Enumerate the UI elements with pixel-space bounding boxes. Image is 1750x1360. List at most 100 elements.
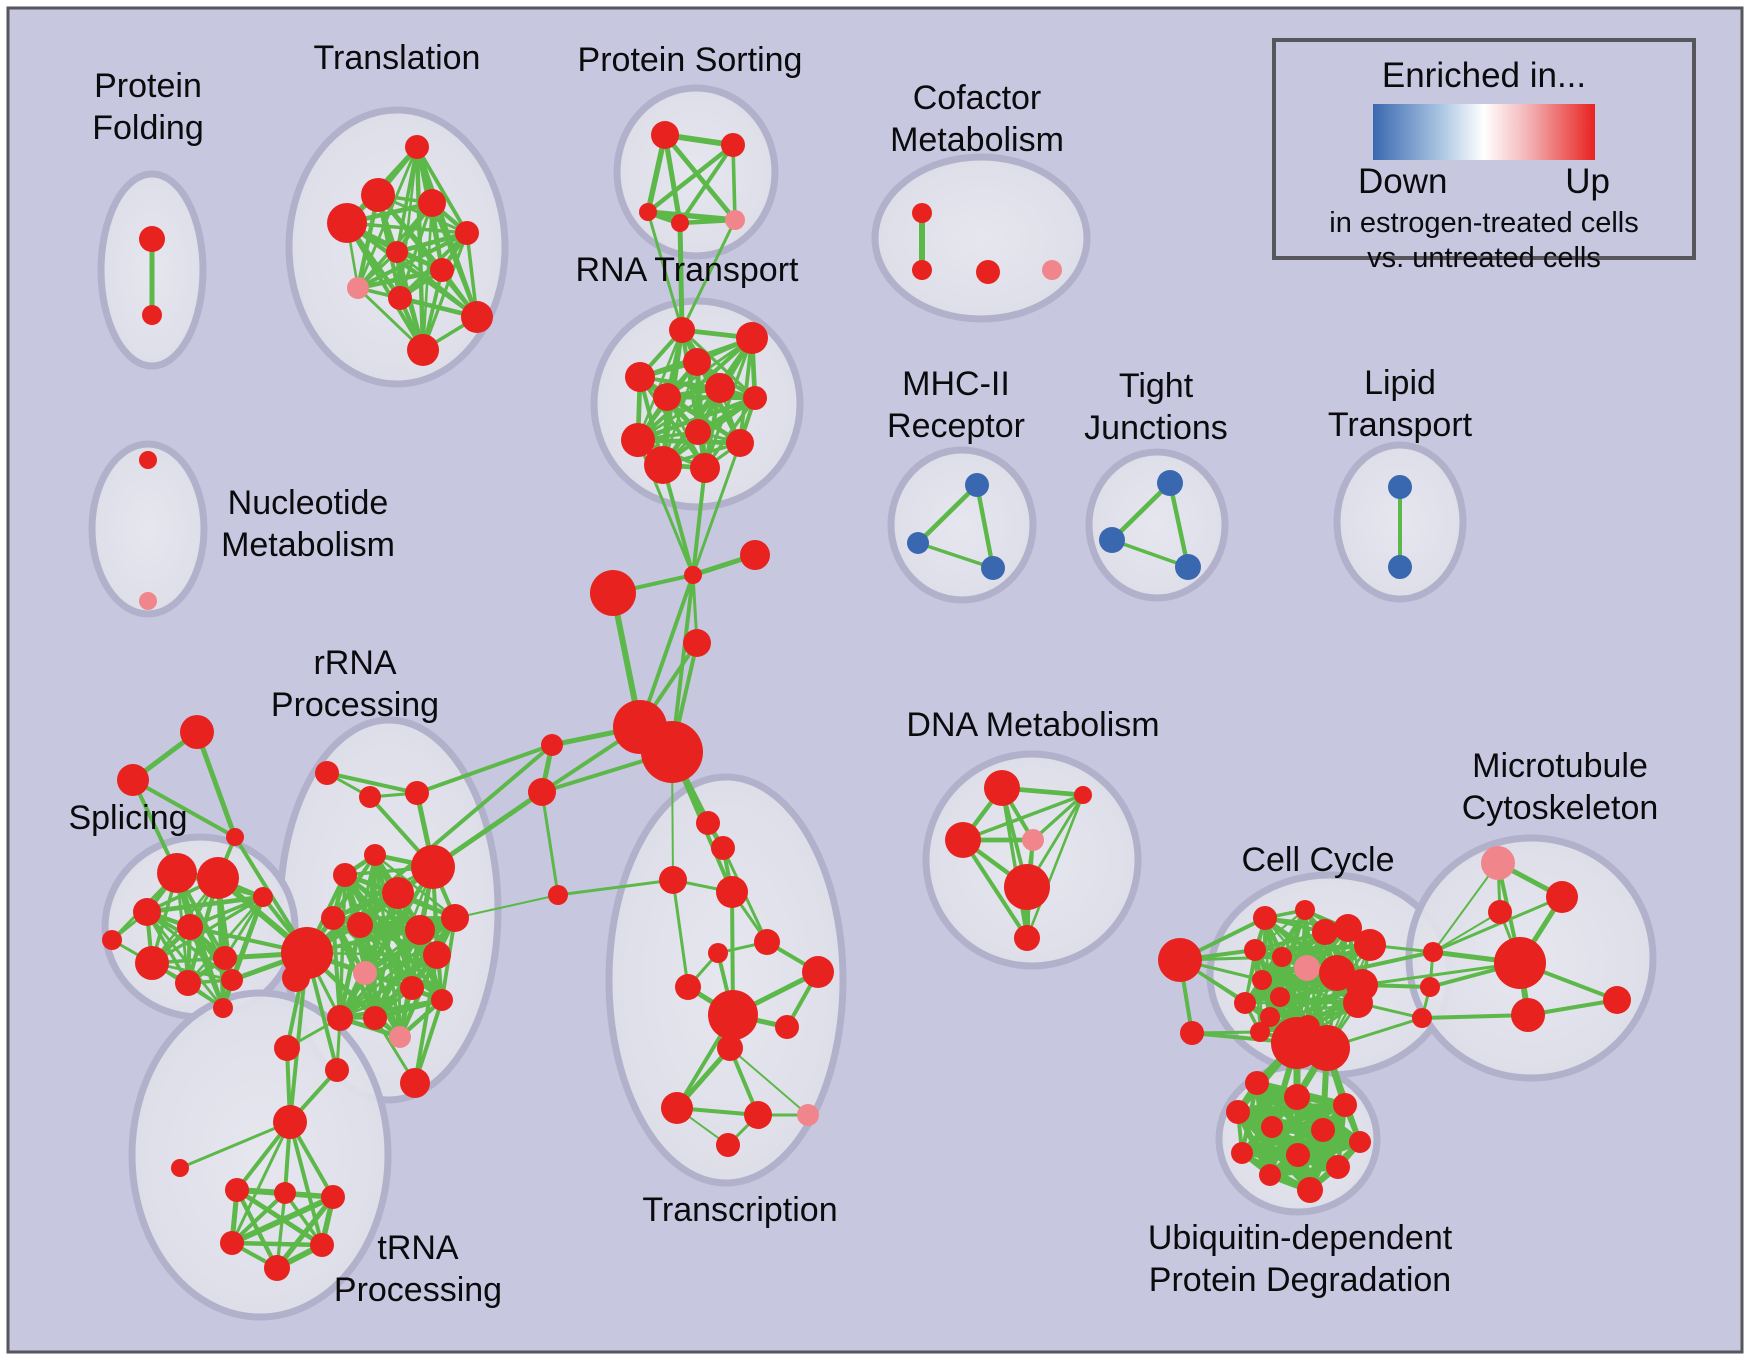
network-node-cc9[interactable] bbox=[1252, 970, 1272, 990]
network-node-tj1[interactable] bbox=[1157, 470, 1183, 496]
network-node-rr6[interactable] bbox=[333, 863, 357, 887]
network-node-ub6[interactable] bbox=[1311, 1118, 1335, 1142]
network-node-rr5[interactable] bbox=[411, 845, 455, 889]
network-node-cc2[interactable] bbox=[1295, 900, 1315, 920]
network-node-dm5[interactable] bbox=[1004, 864, 1050, 910]
network-node-sp4[interactable] bbox=[253, 887, 273, 907]
network-node-mt5[interactable] bbox=[1603, 986, 1631, 1014]
network-node-t4[interactable] bbox=[327, 203, 367, 243]
network-node-mt4[interactable] bbox=[1511, 998, 1545, 1032]
network-node-tx13[interactable] bbox=[661, 1092, 693, 1124]
network-node-rt5[interactable] bbox=[653, 383, 681, 411]
network-node-cf1[interactable] bbox=[912, 203, 932, 223]
network-node-sp11[interactable] bbox=[213, 998, 233, 1018]
network-node-rt8[interactable] bbox=[685, 419, 711, 445]
network-node-tx16[interactable] bbox=[716, 1133, 740, 1157]
network-node-cf3[interactable] bbox=[976, 260, 1000, 284]
network-node-fa[interactable] bbox=[180, 715, 214, 749]
network-node-cc3[interactable] bbox=[1312, 919, 1338, 945]
network-node-hx1[interactable] bbox=[225, 1178, 249, 1202]
network-node-tx6[interactable] bbox=[754, 929, 780, 955]
network-node-dm2[interactable] bbox=[1074, 786, 1092, 804]
network-node-rt4[interactable] bbox=[625, 362, 655, 392]
network-node-t7[interactable] bbox=[430, 258, 454, 282]
network-node-rr14[interactable] bbox=[431, 989, 453, 1011]
network-node-cc14[interactable] bbox=[1260, 1007, 1280, 1027]
network-node-rr17[interactable] bbox=[274, 1035, 300, 1061]
network-node-ub12[interactable] bbox=[1297, 1177, 1323, 1203]
network-node-th2[interactable] bbox=[171, 1159, 189, 1177]
network-node-ub11[interactable] bbox=[1259, 1164, 1281, 1186]
network-node-t3[interactable] bbox=[418, 189, 446, 217]
network-node-tx8[interactable] bbox=[675, 974, 701, 1000]
network-node-rr2[interactable] bbox=[359, 786, 381, 808]
network-node-ps1[interactable] bbox=[651, 121, 679, 149]
network-node-t2[interactable] bbox=[361, 178, 395, 212]
network-node-ub9[interactable] bbox=[1286, 1143, 1310, 1167]
network-node-rr7[interactable] bbox=[382, 877, 414, 909]
network-node-rr12[interactable] bbox=[423, 941, 451, 969]
network-node-mh2[interactable] bbox=[907, 532, 929, 554]
network-node-nu2[interactable] bbox=[139, 592, 157, 610]
network-node-cc17[interactable] bbox=[1250, 1022, 1270, 1042]
network-node-rt10[interactable] bbox=[726, 429, 754, 457]
network-node-cf4[interactable] bbox=[1042, 260, 1062, 280]
network-node-cc7[interactable] bbox=[1294, 955, 1320, 981]
network-node-sp6[interactable] bbox=[135, 946, 169, 980]
network-node-rt6[interactable] bbox=[705, 373, 735, 403]
network-node-mt3[interactable] bbox=[1488, 900, 1512, 924]
network-node-ub2[interactable] bbox=[1284, 1084, 1310, 1110]
network-node-t11[interactable] bbox=[407, 334, 439, 366]
network-node-tx1[interactable] bbox=[696, 811, 720, 835]
network-node-tx3[interactable] bbox=[659, 866, 687, 894]
network-node-t9[interactable] bbox=[388, 286, 412, 310]
network-node-cc11[interactable] bbox=[1319, 955, 1355, 991]
network-node-mt1[interactable] bbox=[1481, 846, 1515, 880]
network-node-dm6[interactable] bbox=[1014, 925, 1040, 951]
network-node-hx2[interactable] bbox=[274, 1182, 296, 1204]
network-node-ub4[interactable] bbox=[1226, 1100, 1250, 1124]
network-node-rt7[interactable] bbox=[743, 386, 767, 410]
network-node-th1[interactable] bbox=[273, 1105, 307, 1139]
network-node-hx5[interactable] bbox=[310, 1233, 334, 1257]
network-node-ub3[interactable] bbox=[1333, 1093, 1357, 1117]
network-node-t1[interactable] bbox=[405, 135, 429, 159]
network-node-tj2[interactable] bbox=[1099, 527, 1125, 553]
network-node-ch6[interactable] bbox=[641, 721, 703, 783]
network-node-rr3[interactable] bbox=[405, 781, 429, 805]
network-node-mt2[interactable] bbox=[1546, 881, 1578, 913]
network-node-ch3[interactable] bbox=[590, 570, 636, 616]
network-node-sp5[interactable] bbox=[177, 914, 203, 940]
network-node-ub8[interactable] bbox=[1231, 1142, 1253, 1164]
network-node-t6[interactable] bbox=[386, 241, 408, 263]
network-node-sp1[interactable] bbox=[157, 853, 197, 893]
network-node-cc12[interactable] bbox=[1234, 992, 1256, 1014]
network-node-cc4[interactable] bbox=[1334, 914, 1362, 942]
network-node-ch8[interactable] bbox=[528, 778, 556, 806]
network-node-br1[interactable] bbox=[1423, 942, 1443, 962]
network-node-ub1[interactable] bbox=[1245, 1071, 1269, 1095]
network-node-rr18[interactable] bbox=[325, 1058, 349, 1082]
network-node-cc6[interactable] bbox=[1272, 947, 1292, 967]
network-node-tx14[interactable] bbox=[744, 1101, 772, 1129]
network-node-rr16[interactable] bbox=[327, 1005, 353, 1031]
network-node-rt3[interactable] bbox=[683, 348, 711, 376]
network-node-dm1[interactable] bbox=[984, 770, 1020, 806]
network-node-sp3[interactable] bbox=[133, 898, 161, 926]
network-node-rr10[interactable] bbox=[405, 915, 435, 945]
network-node-tx5[interactable] bbox=[548, 885, 568, 905]
network-node-rr13[interactable] bbox=[400, 976, 424, 1000]
network-node-rr9[interactable] bbox=[347, 912, 373, 938]
network-node-rt11[interactable] bbox=[644, 446, 682, 484]
network-node-ps5[interactable] bbox=[725, 210, 745, 230]
network-node-cc21[interactable] bbox=[1180, 1021, 1204, 1045]
network-node-tx2[interactable] bbox=[711, 836, 735, 860]
network-node-rt2[interactable] bbox=[736, 322, 768, 354]
network-node-ps2[interactable] bbox=[721, 133, 745, 157]
network-node-lp1[interactable] bbox=[1388, 475, 1412, 499]
network-node-sp9[interactable] bbox=[221, 969, 243, 991]
network-node-tj3[interactable] bbox=[1175, 554, 1201, 580]
network-node-rr1[interactable] bbox=[315, 761, 339, 785]
network-node-hx6[interactable] bbox=[264, 1255, 290, 1281]
network-node-tx12[interactable] bbox=[717, 1035, 743, 1061]
